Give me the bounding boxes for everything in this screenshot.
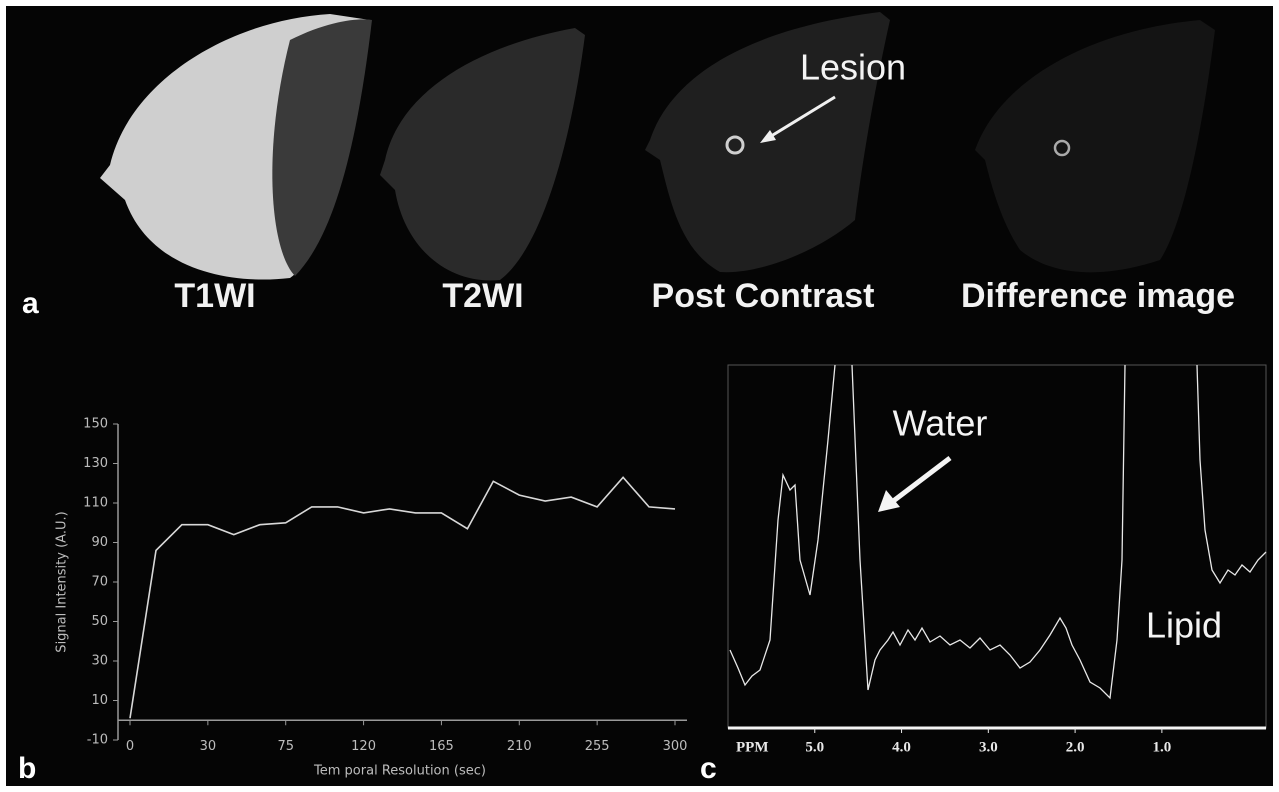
post-contrast-image [645, 12, 890, 273]
x-tick-label: 120 [351, 739, 376, 754]
x-tick-label: 165 [429, 739, 454, 754]
caption: T2WI [442, 277, 523, 315]
annotation: Water [893, 403, 988, 444]
t2wi-image [380, 28, 585, 281]
x-tick-label: 3.0 [979, 739, 998, 755]
x-axis-label: Tem poral Resolution (sec) [313, 764, 486, 779]
lesion-arrowhead [760, 130, 776, 143]
x-tick-label: 300 [663, 739, 688, 754]
water-arrowhead [878, 490, 900, 512]
y-tick-label: -10 [87, 733, 108, 748]
x-tick-label: 1.0 [1152, 739, 1171, 755]
y-tick-label: 110 [83, 496, 108, 511]
x-tick-label: 75 [277, 739, 294, 754]
panel-label: c [700, 752, 717, 785]
y-tick-label: 10 [91, 693, 108, 708]
lesion-diff [1053, 139, 1071, 157]
data-line [129, 476, 676, 719]
y-tick-label: 130 [83, 456, 108, 471]
mri-images [100, 12, 1215, 281]
x-tick-label: 4.0 [892, 739, 911, 755]
y-tick-label: 90 [91, 535, 108, 550]
caption: Post Contrast [652, 277, 875, 315]
water-arrow [890, 456, 952, 504]
x-tick-label: 210 [507, 739, 532, 754]
lesion-arrow [767, 95, 836, 140]
y-tick-label: 70 [91, 575, 108, 590]
t1wi-muscle [272, 19, 372, 276]
x-tick-label: 255 [585, 739, 610, 754]
y-axis-label: Signal Intensity (A.U.) [55, 511, 70, 652]
x-tick-label: 0 [126, 739, 134, 754]
x-axis-label: PPM [736, 739, 768, 755]
annotation: Lipid [1146, 605, 1222, 646]
spectrum-trace [729, 364, 1267, 700]
annotation: Lesion [800, 47, 906, 88]
lesion [725, 135, 745, 155]
difference-image [975, 20, 1215, 273]
caption: Difference image [961, 277, 1235, 315]
y-tick-label: 50 [91, 614, 108, 629]
panel-label: a [22, 287, 39, 320]
x-tick-label: 30 [200, 739, 217, 754]
y-tick-label: 30 [91, 654, 108, 669]
y-tick-label: 150 [83, 417, 108, 432]
x-tick-label: 5.0 [805, 739, 824, 755]
panel-label: b [18, 752, 36, 785]
x-tick-label: 2.0 [1066, 739, 1085, 755]
caption: T1WI [174, 277, 255, 315]
